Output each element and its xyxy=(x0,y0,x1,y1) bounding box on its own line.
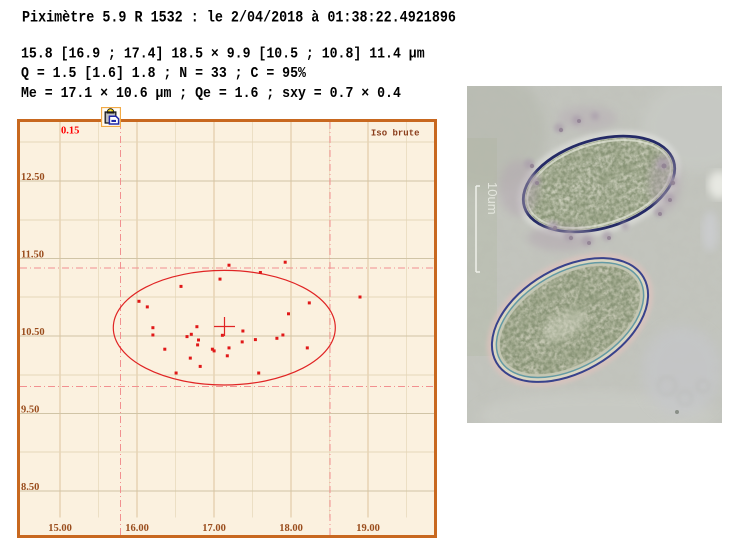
svg-text:15.00: 15.00 xyxy=(48,523,72,534)
svg-text:16.00: 16.00 xyxy=(125,523,149,534)
svg-text:18.00: 18.00 xyxy=(279,523,303,534)
svg-text:0.15: 0.15 xyxy=(61,126,79,137)
svg-text:17.00: 17.00 xyxy=(202,523,226,534)
svg-text:12.50: 12.50 xyxy=(21,172,45,183)
svg-text:Iso brute: Iso brute xyxy=(371,129,420,139)
svg-text:9.50: 9.50 xyxy=(21,405,39,416)
svg-text:10.50: 10.50 xyxy=(21,327,45,338)
svg-text:10um: 10um xyxy=(485,182,500,215)
svg-text:19.00: 19.00 xyxy=(356,523,380,534)
svg-text:8.50: 8.50 xyxy=(21,482,39,493)
svg-text:11.50: 11.50 xyxy=(21,250,44,261)
